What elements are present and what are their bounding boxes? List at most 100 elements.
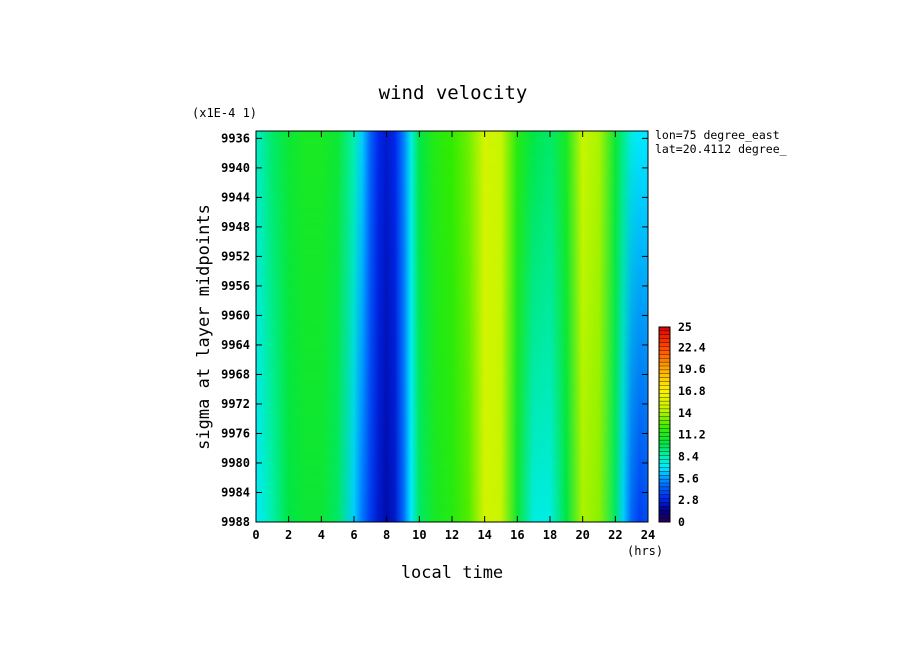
colorbar-label: 0 (678, 515, 685, 529)
x-tick-label: 16 (510, 528, 524, 542)
colorbar-swatch (658, 346, 671, 351)
x-tick-label: 20 (575, 528, 589, 542)
colorbar-swatch (658, 459, 671, 464)
colorbar-label: 19.6 (678, 362, 706, 376)
y-tick-label: 9968 (221, 367, 250, 381)
x-tick-label: 18 (543, 528, 557, 542)
y-tick-label: 9936 (221, 131, 250, 145)
heatmap-top-layer (256, 131, 648, 522)
colorbar: 25 22.4 19.6 16.8 14 11.2 8.4 5.6 2.8 0 (658, 320, 706, 529)
y-tick-label: 9972 (221, 397, 250, 411)
x-tick-label: 10 (412, 528, 426, 542)
colorbar-swatch (658, 389, 671, 394)
y-axis: 9936 9940 9944 9948 9952 9956 9960 9964 9968 9972… (221, 131, 648, 529)
y-scale-note: (x1E-4 1) (192, 106, 257, 120)
colorbar-label: 25 (678, 320, 692, 334)
colorbar-swatch (658, 482, 671, 488)
colorbar-swatch (658, 393, 671, 398)
colorbar-swatch (658, 494, 671, 499)
y-tick-label: 9960 (221, 308, 250, 322)
colorbar-swatch (658, 373, 671, 379)
colorbar-swatch (658, 502, 671, 507)
x-tick-label: 8 (383, 528, 390, 542)
y-tick-label: 9952 (221, 249, 250, 263)
colorbar-swatch (658, 326, 671, 332)
colorbar-swatch (658, 369, 671, 375)
colorbar-swatch (658, 404, 671, 410)
colorbar-label: 11.2 (678, 428, 706, 442)
colorbar-swatch (658, 432, 671, 437)
x-tick-label: 22 (608, 528, 622, 542)
colorbar-swatch (658, 365, 671, 371)
colorbar-label: 2.8 (678, 493, 699, 507)
colorbar-swatch (658, 478, 671, 484)
colorbar-swatch (658, 447, 671, 453)
colorbar-swatch (658, 443, 671, 449)
colorbar-swatch (658, 451, 671, 457)
colorbar-swatch (658, 498, 671, 503)
colorbar-swatch (658, 385, 671, 390)
colorbar-swatch (658, 377, 671, 382)
annotation-lon: lon=75 degree_east (655, 128, 780, 142)
y-tick-label: 9956 (221, 279, 250, 293)
annotation-lat: lat=20.4112 degree_ (655, 142, 787, 156)
colorbar-label: 5.6 (678, 471, 699, 485)
colorbar-swatch (658, 486, 671, 492)
colorbar-swatch (658, 420, 671, 425)
colorbar-swatch (658, 334, 671, 340)
y-tick-label: 9948 (221, 220, 250, 234)
x-axis-label: local time (401, 563, 503, 583)
colorbar-swatch (658, 412, 671, 418)
colorbar-swatch (658, 490, 671, 496)
x-tick-label: 4 (318, 528, 325, 542)
colorbar-swatch (658, 455, 671, 460)
colorbar-swatch (658, 439, 671, 445)
colorbar-swatch (658, 436, 671, 441)
colorbar-swatch (658, 408, 671, 414)
x-tick-label: 14 (477, 528, 491, 542)
x-axis: 0 2 4 6 8 10 12 14 16 18 20 22 24 (252, 131, 655, 542)
colorbar-label: 8.4 (678, 449, 699, 463)
colorbar-swatch (658, 354, 671, 359)
plot-area (255, 130, 649, 523)
colorbar-swatch (658, 467, 671, 472)
colorbar-swatch (658, 416, 671, 421)
colorbar-swatch (658, 475, 671, 480)
y-axis-label: sigma at layer midpoints (194, 204, 214, 450)
y-tick-label: 9984 (221, 485, 250, 499)
colorbar-label: 16.8 (678, 384, 706, 398)
colorbar-swatch (658, 330, 671, 336)
colorbar-swatch (658, 350, 671, 355)
x-tick-label: 24 (641, 528, 655, 542)
x-tick-label: 2 (285, 528, 292, 542)
x-unit-label: (hrs) (627, 544, 663, 558)
colorbar-swatch (658, 428, 671, 433)
colorbar-swatch (658, 514, 671, 519)
colorbar-swatch (658, 424, 671, 429)
colorbar-swatch (658, 471, 671, 476)
colorbar-swatch (658, 510, 671, 515)
colorbar-swatch (658, 342, 671, 347)
colorbar-swatch (658, 506, 671, 511)
y-tick-label: 9964 (221, 338, 250, 352)
colorbar-label: 14 (678, 406, 692, 420)
colorbar-label: 22.4 (678, 340, 706, 354)
x-tick-label: 12 (445, 528, 459, 542)
colorbar-swatch (658, 381, 671, 386)
colorbar-swatch (658, 397, 671, 402)
y-tick-label: 9940 (221, 161, 250, 175)
y-tick-label: 9980 (221, 456, 250, 470)
colorbar-frame (658, 326, 671, 523)
colorbar-swatch (658, 400, 671, 406)
y-tick-label: 9976 (221, 426, 250, 440)
colorbar-swatch (658, 463, 671, 468)
y-tick-label: 9944 (221, 190, 250, 204)
x-tick-label: 6 (350, 528, 357, 542)
y-tick-label: 9988 (221, 515, 250, 529)
colorbar-swatch (658, 358, 671, 363)
chart-title: wind velocity (379, 82, 528, 104)
x-tick-label: 0 (252, 528, 259, 542)
colorbar-swatch (658, 338, 671, 343)
colorbar-swatch (658, 361, 671, 367)
